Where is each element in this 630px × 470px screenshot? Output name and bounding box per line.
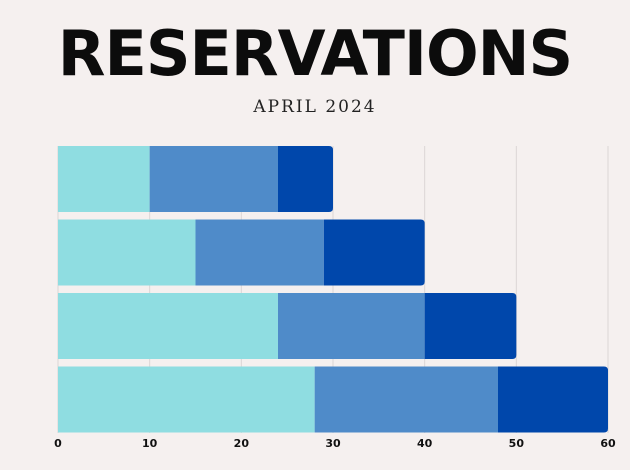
x-tick-label: 50 bbox=[509, 437, 525, 450]
bar-segment-row3-series1 bbox=[58, 293, 278, 359]
bar-segment-row4-series3 bbox=[498, 366, 608, 433]
bar-segment-row4-series1 bbox=[58, 366, 315, 433]
bar-segment-row4-series2 bbox=[314, 366, 498, 433]
bar-segment-row3-series2 bbox=[278, 293, 425, 359]
x-tick-label: 0 bbox=[54, 437, 62, 450]
bar-segment-row2-series2 bbox=[195, 219, 324, 286]
chart-subtitle: APRIL 2024 bbox=[253, 97, 377, 117]
chart-title: RESERVATIONS bbox=[57, 17, 573, 90]
x-tick-label: 40 bbox=[417, 437, 433, 450]
bar-segment-row3-series3 bbox=[424, 293, 517, 359]
x-tick-label: 30 bbox=[325, 437, 341, 450]
x-tick-label: 10 bbox=[142, 437, 158, 450]
bars bbox=[58, 146, 608, 433]
bar-segment-row1-series3 bbox=[278, 146, 333, 212]
x-axis: 0 10 20 30 40 50 60 bbox=[54, 437, 616, 450]
x-tick-label: 60 bbox=[600, 437, 616, 450]
bar-segment-row2-series1 bbox=[58, 219, 196, 286]
bar-segment-row1-series1 bbox=[58, 146, 150, 212]
bar-segment-row2-series3 bbox=[323, 219, 425, 286]
x-tick-label: 20 bbox=[234, 437, 250, 450]
bar-segment-row1-series2 bbox=[149, 146, 278, 212]
